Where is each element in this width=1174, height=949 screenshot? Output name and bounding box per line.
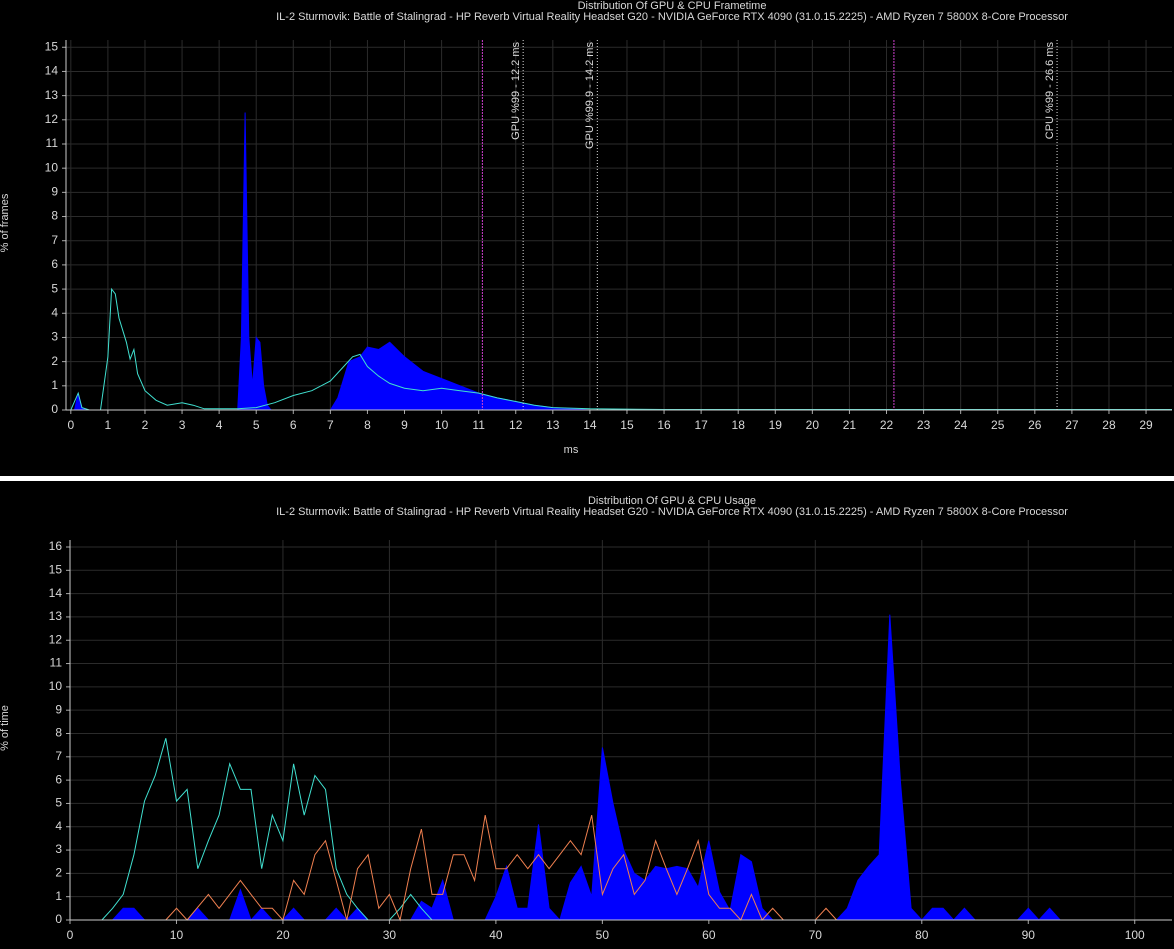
x-tick-label: 50: [596, 928, 610, 942]
y-tick-label: 5: [55, 796, 62, 810]
line-series: [70, 287, 1172, 411]
chart-subtitle: IL-2 Sturmovik: Battle of Stalingrad - H…: [276, 11, 1068, 23]
y-tick-label: 15: [45, 39, 59, 53]
x-tick-label: 11: [472, 418, 485, 432]
annotation-label: GPU %99.9 - 14.2 ms: [584, 42, 596, 149]
y-tick-label: 9: [51, 185, 58, 199]
x-tick-label: 20: [276, 928, 290, 942]
y-tick-label: 14: [45, 64, 59, 78]
x-tick-label: 17: [694, 418, 708, 432]
annotation-label: CPU %99 - 26.6 ms: [1044, 42, 1056, 140]
y-tick-label: 6: [51, 257, 58, 271]
panel-background: [0, 0, 1174, 476]
y-axis-label: % of frames: [0, 193, 11, 252]
x-tick-label: 18: [732, 418, 746, 432]
x-tick-label: 16: [657, 418, 671, 432]
x-tick-label: 13: [546, 418, 560, 432]
x-tick-label: 1: [105, 418, 112, 432]
x-tick-label: 9: [401, 418, 408, 432]
x-tick-label: 19: [769, 418, 783, 432]
y-tick-label: 6: [55, 772, 62, 786]
x-tick-label: 29: [1139, 418, 1153, 432]
x-tick-label: 100: [1125, 928, 1145, 942]
y-tick-label: 2: [51, 354, 58, 368]
y-tick-label: 10: [49, 679, 63, 693]
x-tick-label: 0: [67, 418, 74, 432]
chart: Distribution Of GPU & CPU FrametimeIL-2 …: [0, 0, 1172, 456]
y-tick-label: 12: [45, 112, 59, 126]
x-tick-label: 25: [991, 418, 1005, 432]
x-tick-label: 20: [806, 418, 820, 432]
x-tick-label: 24: [954, 418, 968, 432]
x-tick-label: 6: [290, 418, 297, 432]
y-tick-label: 9: [55, 702, 62, 716]
y-tick-label: 0: [51, 402, 58, 416]
x-tick-label: 3: [179, 418, 186, 432]
y-tick-label: 16: [49, 539, 63, 553]
x-tick-label: 23: [917, 418, 931, 432]
chart-subtitle: IL-2 Sturmovik: Battle of Stalingrad - H…: [276, 506, 1068, 518]
x-tick-label: 26: [1028, 418, 1042, 432]
y-tick-label: 15: [49, 562, 63, 576]
y-tick-label: 7: [51, 233, 58, 247]
x-tick-label: 7: [327, 418, 334, 432]
x-tick-label: 22: [880, 418, 894, 432]
y-axis-label: % of time: [0, 705, 11, 751]
y-tick-label: 12: [49, 632, 63, 646]
x-tick-label: 4: [216, 418, 223, 432]
x-tick-label: 21: [843, 418, 857, 432]
x-tick-label: 15: [620, 418, 634, 432]
x-tick-label: 30: [383, 928, 397, 942]
y-tick-label: 8: [51, 209, 58, 223]
chart-title: Distribution Of GPU & CPU Frametime: [578, 0, 767, 12]
x-tick-label: 28: [1102, 418, 1116, 432]
x-axis-label: ms: [564, 444, 579, 456]
y-tick-label: 7: [55, 749, 62, 763]
y-tick-label: 4: [55, 819, 62, 833]
y-tick-label: 2: [55, 866, 62, 880]
y-tick-label: 11: [50, 656, 63, 670]
x-tick-label: 8: [364, 418, 371, 432]
y-tick-label: 0: [55, 912, 62, 926]
y-tick-label: 10: [45, 160, 59, 174]
y-tick-label: 11: [46, 136, 59, 150]
x-tick-label: 10: [435, 418, 449, 432]
annotation-label: GPU %99 - 12.2 ms: [510, 42, 522, 140]
x-tick-label: 27: [1065, 418, 1079, 432]
x-tick-label: 12: [509, 418, 523, 432]
y-tick-label: 14: [49, 586, 63, 600]
x-tick-label: 90: [1022, 928, 1036, 942]
y-tick-label: 3: [55, 842, 62, 856]
line-series: [165, 814, 837, 922]
x-tick-label: 70: [809, 928, 823, 942]
y-tick-label: 8: [55, 726, 62, 740]
chart-title: Distribution Of GPU & CPU Usage: [588, 495, 756, 507]
y-tick-label: 3: [51, 330, 58, 344]
x-tick-label: 14: [583, 418, 597, 432]
separator: [0, 476, 1174, 481]
y-tick-label: 13: [49, 609, 63, 623]
x-tick-label: 5: [253, 418, 260, 432]
y-tick-label: 1: [51, 378, 58, 392]
x-tick-label: 0: [67, 928, 74, 942]
x-tick-label: 40: [489, 928, 503, 942]
x-tick-label: 60: [702, 928, 716, 942]
y-tick-label: 1: [55, 889, 62, 903]
y-tick-label: 4: [51, 305, 58, 319]
x-tick-label: 10: [170, 928, 184, 942]
x-tick-label: 2: [142, 418, 149, 432]
x-tick-label: 80: [915, 928, 929, 942]
panel-background: [0, 481, 1174, 949]
y-tick-label: 13: [45, 88, 59, 102]
y-tick-label: 5: [51, 281, 58, 295]
